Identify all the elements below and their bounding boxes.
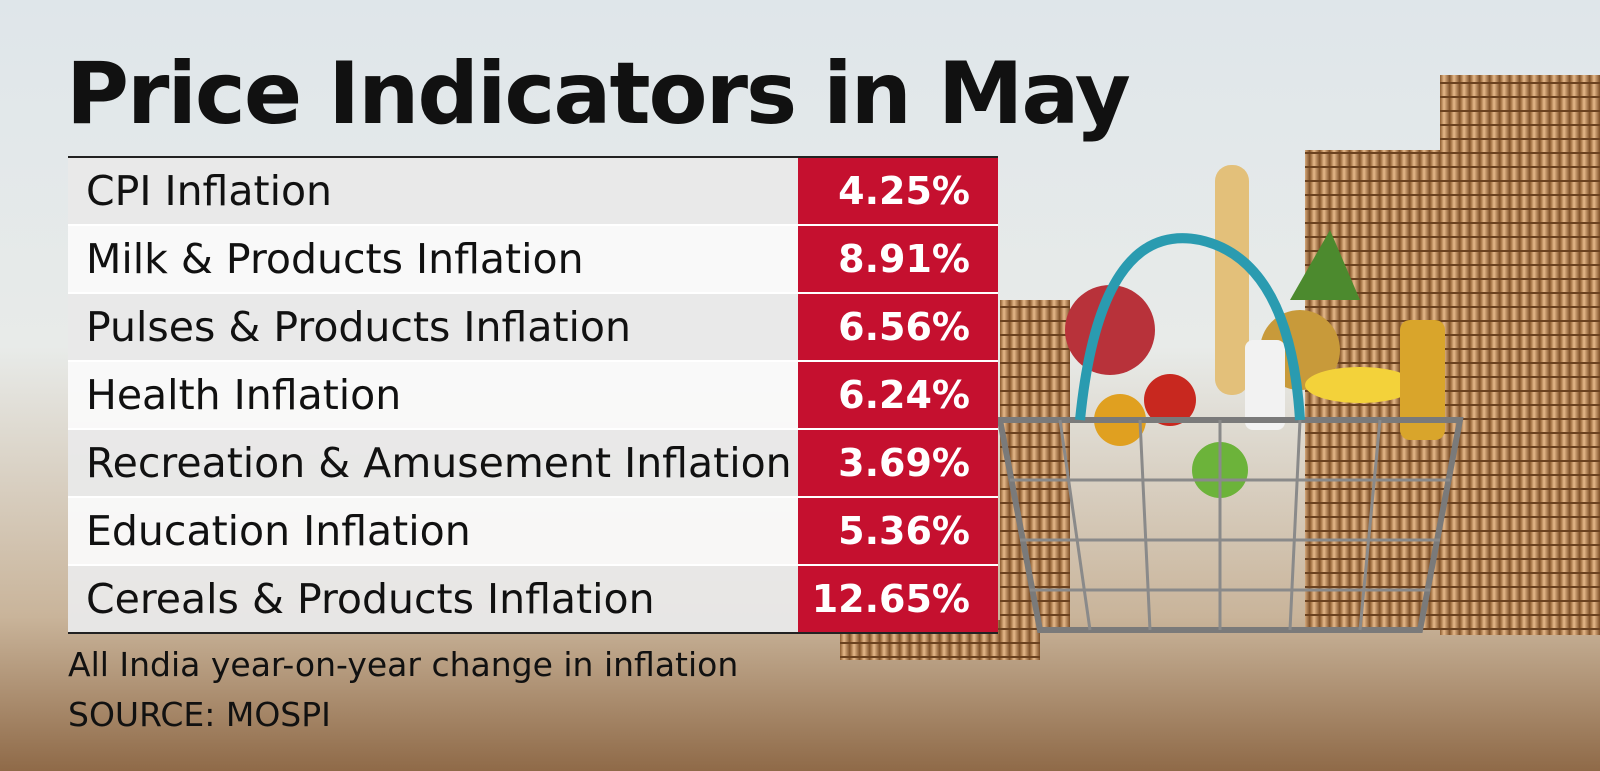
indicator-value: 6.24%: [798, 362, 998, 428]
table-row: Cereals & Products Inflation 12.65%: [68, 564, 998, 634]
indicator-label: Cereals & Products Inflation: [86, 575, 655, 623]
title: Price Indicators in May: [66, 44, 1131, 144]
source: SOURCE: MOSPI: [68, 695, 331, 734]
indicator-label: Education Inflation: [86, 507, 471, 555]
footnote: All India year-on-year change in inflati…: [68, 645, 739, 684]
indicator-label: Health Inflation: [86, 371, 402, 419]
table-row: CPI Inflation 4.25%: [68, 156, 998, 224]
indicator-value: 5.36%: [798, 498, 998, 564]
indicator-label: Pulses & Products Inflation: [86, 303, 631, 351]
coin-stack: [1440, 75, 1600, 635]
table-row: Recreation & Amusement Inflation 3.69%: [68, 428, 998, 496]
indicator-label: CPI Inflation: [86, 167, 333, 215]
coin-stack: [1000, 300, 1070, 630]
indicator-value: 3.69%: [798, 430, 998, 496]
table-row: Pulses & Products Inflation 6.56%: [68, 292, 998, 360]
table-row: Health Inflation 6.24%: [68, 360, 998, 428]
table-row: Milk & Products Inflation 8.91%: [68, 224, 998, 292]
indicator-value: 6.56%: [798, 294, 998, 360]
basket: [996, 165, 1464, 633]
indicator-label: Recreation & Amusement Inflation: [86, 439, 792, 487]
indicator-label: Milk & Products Inflation: [86, 235, 584, 283]
table: CPI Inflation 4.25% Milk & Products Inflat…: [68, 156, 998, 634]
table-row: Education Inflation 5.36%: [68, 496, 998, 564]
indicator-value: 8.91%: [798, 226, 998, 292]
indicator-value: 4.25%: [798, 158, 998, 224]
indicator-value: 12.65%: [798, 566, 998, 632]
